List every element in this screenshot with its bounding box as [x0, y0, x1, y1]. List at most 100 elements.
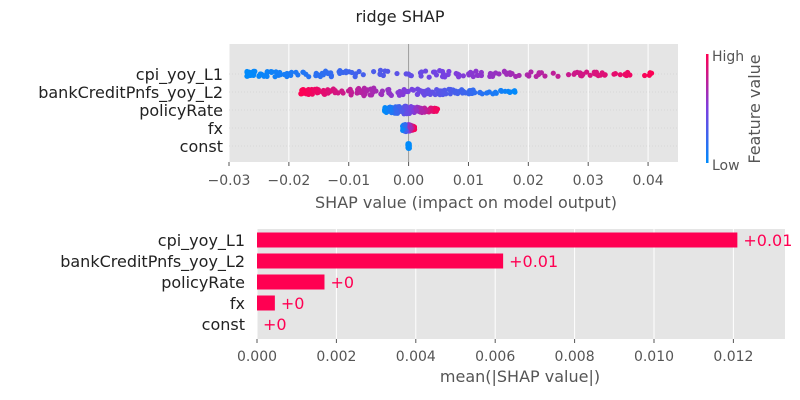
beeswarm-point: [300, 69, 307, 75]
beeswarm-point: [305, 87, 311, 94]
beeswarm-point: [332, 88, 338, 94]
beeswarm-x-tick-label: 0.01: [453, 173, 484, 189]
beeswarm-point: [264, 69, 270, 75]
colorbar-high-label: High: [712, 49, 744, 65]
beeswarm-point: [403, 71, 409, 77]
beeswarm-point: [343, 68, 349, 74]
beeswarm-x-tick-label: 0.04: [632, 173, 663, 189]
beeswarm-point: [404, 110, 410, 116]
beeswarm-point: [320, 87, 327, 94]
beeswarm-point: [387, 107, 393, 113]
beeswarm-point: [536, 70, 542, 76]
beeswarm-point: [322, 68, 329, 74]
colorbar-low-label: Low: [712, 158, 740, 174]
beeswarm-feature-label: policyRate: [139, 101, 223, 120]
beeswarm-point: [405, 142, 411, 148]
beeswarm-point: [370, 89, 376, 95]
beeswarm-point: [647, 70, 653, 76]
colorbar-gradient: [706, 54, 709, 163]
beeswarm-point: [396, 104, 402, 110]
beeswarm-point: [277, 69, 283, 76]
beeswarm-point: [507, 89, 514, 95]
beeswarm-x-tick-label: 0.00: [393, 173, 424, 189]
beeswarm-point: [402, 122, 408, 128]
beeswarm-point: [409, 86, 415, 92]
beeswarm-point: [574, 69, 580, 75]
beeswarm-point: [348, 90, 355, 96]
beeswarm-point: [353, 71, 359, 77]
beeswarm-x-ticks: −0.03 −0.02 −0.01 0.00 0.01 0.02 0.03 0.04: [208, 162, 664, 189]
beeswarm-point: [377, 71, 383, 77]
beeswarm-point: [587, 72, 593, 78]
beeswarm-point: [394, 70, 400, 77]
beeswarm-point: [622, 71, 628, 77]
colorbar-title: Feature value: [745, 54, 764, 163]
beeswarm-point: [433, 72, 440, 78]
beeswarm-panel: cpi_yoy_L1bankCreditPnfs_yoy_L2policyRat…: [38, 44, 678, 212]
beeswarm-point: [399, 108, 405, 115]
beeswarm-point: [379, 91, 385, 98]
beeswarm-point: [580, 71, 586, 77]
beeswarm-feature-label: fx: [208, 119, 223, 138]
beeswarm-plot-area: [229, 44, 678, 162]
beeswarm-point: [408, 104, 414, 110]
bar-x-tick-label: 0.000: [237, 349, 277, 365]
beeswarm-points: [244, 67, 655, 151]
bar: [257, 253, 504, 269]
figure-title: ridge SHAP: [355, 7, 444, 26]
beeswarm-point: [414, 91, 420, 97]
beeswarm-x-tick-label: −0.02: [267, 173, 310, 189]
beeswarm-point: [446, 86, 452, 92]
beeswarm-point: [460, 73, 466, 79]
beeswarm-point: [371, 68, 377, 75]
beeswarm-point: [477, 90, 483, 96]
bar-x-tick-label: 0.012: [713, 349, 753, 365]
beeswarm-point: [361, 93, 367, 99]
bar-feature-label: const: [202, 315, 245, 334]
beeswarm-point: [269, 69, 275, 75]
beeswarm-point: [260, 72, 266, 78]
beeswarm-point: [401, 87, 407, 93]
bar-feature-label: bankCreditPnfs_yoy_L2: [60, 252, 245, 272]
beeswarm-point: [456, 72, 462, 78]
beeswarm-point: [418, 73, 424, 79]
bar-value-label: +0.01: [743, 231, 792, 250]
beeswarm-feature-label: cpi_yoy_L1: [136, 65, 223, 85]
beeswarm-point: [437, 68, 443, 74]
beeswarm-point: [446, 68, 452, 75]
bar-panel: +0.01 +0.01 +0 +0 +0 cpi_yoy_L1bankCreditPnf…: [60, 229, 792, 386]
beeswarm-point: [407, 124, 413, 131]
beeswarm-point: [422, 68, 429, 74]
beeswarm-point: [288, 69, 295, 75]
beeswarm-point: [419, 109, 426, 115]
beeswarm-point: [295, 72, 301, 78]
beeswarm-point: [452, 90, 458, 96]
beeswarm-point: [414, 86, 421, 92]
beeswarm-point: [512, 89, 518, 95]
beeswarm-point: [247, 71, 253, 78]
bar-feature-label: fx: [230, 294, 245, 313]
beeswarm-point: [555, 73, 561, 79]
beeswarm-feature-label: bankCreditPnfs_yoy_L2: [38, 83, 223, 103]
beeswarm-point: [617, 72, 623, 78]
beeswarm-x-tick-label: 0.02: [513, 173, 544, 189]
beeswarm-x-tick-label: 0.03: [573, 173, 604, 189]
bar-marks: +0.01 +0.01 +0 +0 +0: [257, 231, 792, 334]
colorbar: High Low Feature value: [706, 49, 764, 174]
beeswarm-point: [394, 109, 400, 115]
bar-feature-label: cpi_yoy_L1: [158, 231, 245, 251]
beeswarm-point: [440, 90, 446, 96]
beeswarm-point: [432, 91, 438, 98]
bar-value-label: +0: [330, 273, 354, 292]
beeswarm-point: [507, 71, 514, 78]
beeswarm-point: [424, 90, 430, 97]
beeswarm-point: [441, 72, 447, 79]
beeswarm-point: [386, 90, 392, 96]
beeswarm-point: [490, 91, 496, 97]
beeswarm-point: [447, 91, 453, 97]
beeswarm-point: [472, 90, 478, 96]
bar-x-tick-label: 0.006: [475, 349, 515, 365]
beeswarm-feature-labels: cpi_yoy_L1bankCreditPnfs_yoy_L2policyRat…: [38, 65, 223, 156]
